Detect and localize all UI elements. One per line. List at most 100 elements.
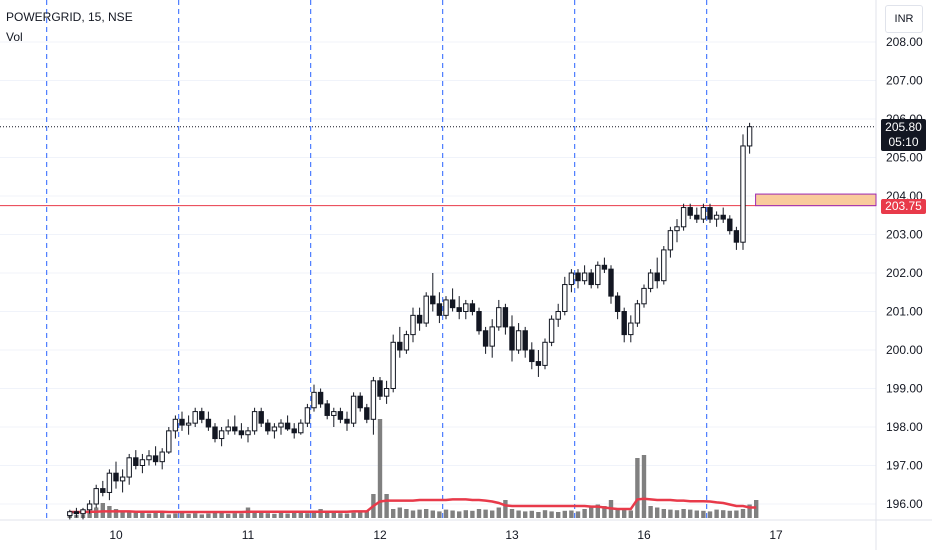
candle-body [416, 314, 423, 324]
candle-body [496, 307, 502, 328]
volume-bar [470, 510, 475, 518]
volume-bar [404, 509, 409, 518]
volume-bar [483, 509, 488, 518]
volume-bar [146, 513, 152, 518]
last-price-value: 205.80 [885, 119, 922, 134]
candle-body [746, 126, 753, 147]
volume-bar [120, 510, 125, 518]
volume-bar [417, 509, 422, 518]
volume-bar [589, 507, 594, 518]
volume-bar [582, 509, 587, 518]
candle-body [73, 511, 80, 515]
volume-bar [364, 510, 369, 518]
candle-body [581, 272, 588, 282]
candle-body [139, 459, 146, 467]
candle-body [278, 422, 284, 428]
x-tick-label: 11 [242, 528, 255, 542]
volume-bar [562, 510, 567, 518]
candle-body [199, 411, 205, 420]
candle-body [390, 341, 396, 389]
candle-body [529, 349, 535, 363]
volume-bar [628, 510, 633, 518]
candle-body [562, 284, 568, 312]
candle-body [304, 407, 311, 424]
candle-body [370, 380, 377, 420]
volume-bar [377, 419, 383, 518]
candle-body [628, 322, 634, 336]
candle-body [324, 403, 330, 416]
volume-bar [457, 511, 462, 518]
candle-body [377, 380, 383, 397]
volume-bar [153, 512, 158, 518]
volume-bar [305, 513, 310, 518]
candle-body [647, 272, 654, 289]
candle-body [489, 326, 495, 347]
candle-body [80, 509, 86, 515]
volume-bar [292, 512, 297, 518]
x-tick-label: 13 [505, 528, 519, 542]
candle-body [317, 391, 324, 405]
volume-bar [476, 509, 482, 518]
candle-body [733, 230, 740, 243]
volume-bar [140, 512, 145, 518]
volume-bar [338, 513, 343, 518]
y-tick-label: 201.00 [886, 305, 923, 319]
candle-body [621, 311, 627, 336]
volume-bar [556, 512, 561, 518]
candle-body [311, 391, 317, 409]
candle-body [100, 488, 106, 493]
volume-bar [615, 509, 620, 518]
volume-bar [127, 511, 132, 518]
candle-body [588, 272, 594, 286]
candle-body [350, 395, 357, 424]
candle-body [522, 330, 528, 351]
candle-body [476, 311, 482, 332]
candle-body [436, 303, 443, 316]
volume-bar [721, 510, 726, 518]
candle-body [172, 418, 179, 432]
volume-bar [272, 513, 277, 518]
last-price-tag: 205.80 05:10 [881, 118, 926, 151]
volume-bar [437, 511, 442, 518]
candle-body [423, 295, 429, 324]
volume-bar [226, 513, 231, 518]
candle-body [456, 307, 462, 312]
volume-bar [542, 510, 548, 518]
candle-body [291, 428, 297, 434]
candle-body [482, 330, 489, 347]
candle-body [661, 249, 667, 282]
volume-bar [602, 506, 607, 518]
volume-bar [523, 511, 528, 518]
candle-body [614, 295, 621, 313]
candle-body [251, 411, 258, 432]
volume-bar [655, 507, 660, 518]
candle-body [443, 299, 449, 316]
volume-bar [496, 507, 501, 518]
candle-body [159, 451, 165, 463]
volume-bar [384, 494, 389, 518]
candle-body [641, 287, 647, 305]
currency-selector[interactable]: INR [885, 5, 923, 33]
candle-body [179, 418, 185, 426]
candle-body [397, 341, 403, 351]
y-tick-label: 207.00 [886, 74, 923, 88]
volume-bar [311, 510, 317, 518]
volume-bar [490, 510, 495, 518]
volume-bar [509, 509, 515, 518]
candle-body [403, 334, 410, 351]
candle-body [430, 295, 436, 305]
volume-bar [727, 510, 732, 518]
candle-body [218, 430, 225, 440]
candle-body [113, 472, 119, 482]
x-tick-label: 17 [769, 528, 783, 542]
candle-body [595, 264, 601, 286]
candle-body [298, 422, 304, 434]
candle-body [463, 303, 469, 312]
candle-body [146, 455, 152, 461]
candle-body [238, 430, 245, 436]
volume-bar [424, 509, 429, 518]
y-tick-label: 199.00 [886, 382, 923, 396]
candle-body [185, 422, 192, 426]
candle-body [331, 411, 337, 416]
